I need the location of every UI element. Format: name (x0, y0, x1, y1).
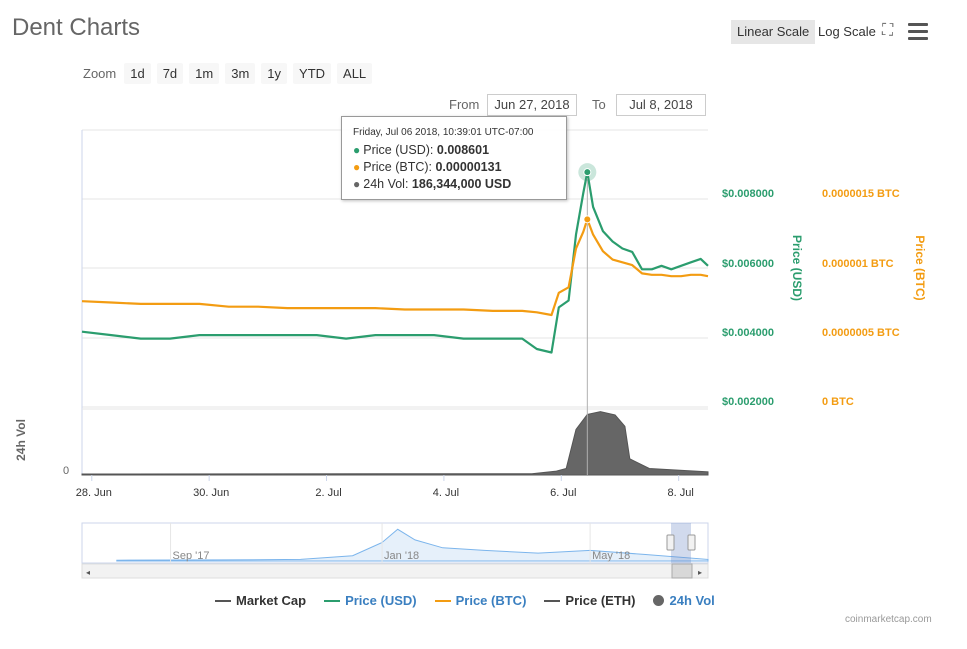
vol-axis-title: 24h Vol (14, 419, 28, 461)
tooltip-vol-value: 186,344,000 USD (411, 177, 512, 191)
chart-legend: Market Cap Price (USD) Price (BTC) Price… (215, 593, 715, 608)
usd-tick-label: $0.008000 (722, 188, 774, 200)
btc-tick-label: 0.000001 BTC (822, 258, 894, 270)
scrollbar-track (81, 563, 709, 579)
zoom-1m-button[interactable]: 1m (189, 63, 220, 84)
btc-tick-label: 0 BTC (822, 396, 854, 408)
legend-line-icon (324, 599, 341, 602)
x-tick-label: 4. Jul (433, 487, 459, 499)
zoom-3m-button[interactable]: 3m (225, 63, 256, 84)
tooltip-btc-row: ● Price (BTC): 0.00000131 (353, 160, 502, 174)
btc-tick-label: 0.0000005 BTC (822, 327, 900, 339)
x-tick-label: 8. Jul (668, 487, 694, 499)
usd-tick-label: $0.004000 (722, 327, 774, 339)
navigator-frame (81, 522, 709, 564)
tooltip-usd-value: 0.008601 (436, 143, 490, 157)
usd-axis-title: Price (USD) (790, 235, 804, 301)
scroll-right-arrow-icon: ▸ (698, 568, 702, 577)
from-label: From (449, 97, 480, 112)
legend-line-icon (215, 599, 231, 602)
tooltip-usd-label: Price (USD): (363, 143, 434, 157)
legend-line-icon (544, 599, 561, 602)
usd-tick-label: $0.002000 (722, 396, 774, 408)
navigator-tick-label: Jan '18 (384, 550, 419, 562)
credits-link[interactable]: coinmarketcap.com (845, 614, 932, 625)
tooltip-btc-label: Price (BTC): (363, 160, 432, 174)
to-label: To (592, 97, 606, 112)
zoom-all-button[interactable]: ALL (337, 63, 373, 84)
btc-tick-label: 0.0000015 BTC (822, 188, 900, 200)
tooltip-btc-value: 0.00000131 (435, 160, 502, 174)
series-layer (81, 163, 709, 475)
tooltip-usd-row: ● Price (USD): 0.008601 (353, 143, 490, 157)
zoom-1y-button[interactable]: 1y (261, 63, 288, 84)
x-tick-label: 6. Jul (550, 487, 576, 499)
linear-scale-button[interactable]: Linear Scale (731, 20, 816, 44)
legend-24h-vol[interactable]: 24h Vol (653, 593, 715, 608)
page-title: Dent Charts (12, 14, 141, 41)
legend-line-icon (434, 599, 451, 602)
tooltip-vol-row: ● 24h Vol: 186,344,000 USD (353, 177, 512, 191)
from-date-input[interactable]: Jun 27, 2018 (487, 94, 577, 116)
hover-halo (578, 163, 597, 182)
navigator-tick-label: Sep '17 (173, 550, 210, 562)
volume-panel (81, 408, 709, 476)
tooltip: Friday, Jul 06 2018, 10:39:01 UTC-07:00 … (341, 116, 567, 200)
usd-tick-label: $0.006000 (722, 258, 774, 270)
navigator-selection (671, 523, 691, 563)
zoom-7d-button[interactable]: 7d (156, 63, 184, 84)
hover-point-usd (583, 168, 592, 177)
to-date-input[interactable]: Jul 8, 2018 (616, 94, 706, 116)
legend-dot-icon (653, 595, 665, 606)
zoom-ytd-button[interactable]: YTD (293, 63, 332, 84)
menu-icon[interactable] (908, 23, 928, 41)
legend-price-eth[interactable]: Price (ETH) (544, 593, 635, 608)
log-scale-button[interactable]: Log Scale (818, 24, 876, 39)
zoom-controls: Zoom 1d 7d 1m 3m 1y YTD ALL (83, 63, 373, 84)
zoom-label: Zoom (83, 66, 117, 81)
tooltip-vol-label: 24h Vol: (363, 177, 409, 191)
navigator-tick-label: May '18 (592, 550, 630, 562)
x-tick-label: 28. Jun (76, 487, 112, 499)
volume-area (81, 411, 709, 476)
legend-market-cap[interactable]: Market Cap (215, 593, 306, 608)
scroll-left-arrow-icon: ◂ (86, 568, 90, 577)
zoom-1d-button[interactable]: 1d (124, 63, 151, 84)
navigator-series (116, 528, 709, 562)
tooltip-date: Friday, Jul 06 2018, 10:39:01 UTC-07:00 (353, 127, 534, 138)
legend-price-btc[interactable]: Price (BTC) (434, 593, 526, 608)
navigator-panel: Sep '17 Jan '18 May '18 ◂ ▸ (81, 522, 709, 579)
hover-point-btc (583, 215, 592, 224)
btc-axis-title: Price (BTC) (913, 235, 927, 300)
x-tick-label: 2. Jul (315, 487, 341, 499)
axis-layer: $0.002000 $0.004000 $0.006000 $0.008000 0 BT… (14, 188, 927, 499)
navigator-handle-right (687, 534, 696, 551)
x-tick-label: 30. Jun (193, 487, 229, 499)
scrollbar-thumb (671, 563, 693, 579)
vol-tick-label: 0 (63, 465, 69, 477)
navigator-handle-left (666, 534, 675, 551)
legend-price-usd[interactable]: Price (USD) (324, 593, 417, 608)
fullscreen-icon[interactable]: ⛶ (882, 22, 894, 39)
price-btc-line (81, 218, 709, 317)
